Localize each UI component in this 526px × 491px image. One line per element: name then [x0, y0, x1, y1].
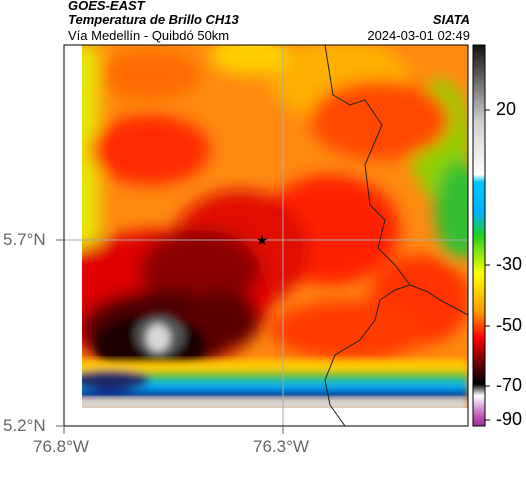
colorbar-label-20: 20: [496, 99, 517, 119]
border-line-east: [324, 45, 468, 316]
border-line-south: [324, 284, 411, 426]
region-label: Vía Medellín - Quibdó 50km: [68, 28, 230, 43]
colorbar-label-m30: -30: [496, 254, 523, 274]
organization-label: SIATA: [432, 12, 470, 27]
lon-label-1: 76.8°W: [33, 437, 89, 456]
colorbar-label-m90: -90: [496, 409, 523, 429]
brightness-field: ★: [64, 45, 468, 426]
product-title: Temperatura de Brillo CH13: [68, 12, 239, 27]
map-border: [63, 44, 469, 427]
satellite-name: GOES-EAST: [68, 0, 145, 13]
lat-label-2: 5.2°N: [3, 416, 46, 435]
colorbar-label-m70: -70: [496, 375, 523, 395]
star-marker: ★: [256, 232, 269, 248]
colorbar: [472, 44, 486, 427]
lat-label-1: 5.7°N: [3, 230, 46, 249]
colorbar-label-m50: -50: [496, 315, 523, 335]
lon-label-2: 76.3°W: [253, 437, 309, 456]
timestamp-label: 2024-03-01 02:49: [367, 28, 470, 43]
